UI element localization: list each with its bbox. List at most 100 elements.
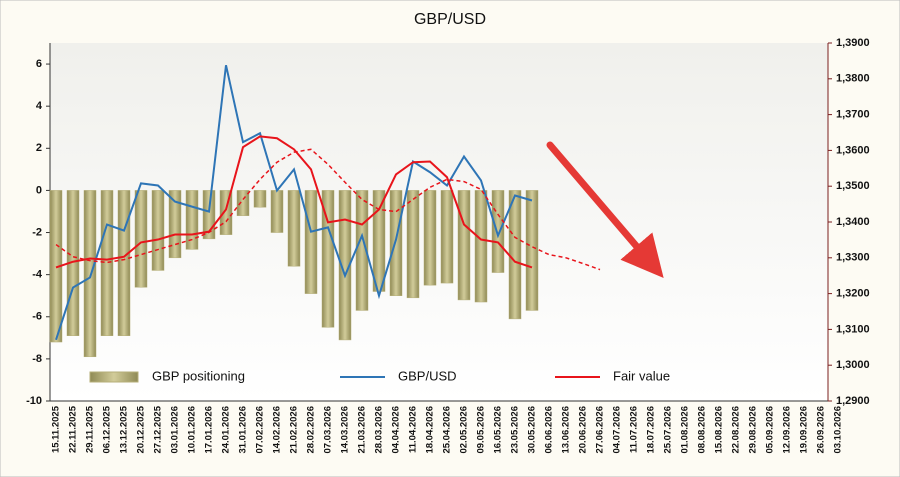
y-tick-label: -2: [32, 226, 42, 238]
x-tick-label: 14.02.2026: [272, 406, 283, 454]
y-tick-label: -8: [32, 353, 42, 365]
bar: [304, 190, 318, 294]
x-tick-label: 25.07.2026: [663, 406, 674, 454]
x-tick-label: 25.04.2026: [442, 406, 453, 454]
x-tick-label: 22.11.2025: [68, 405, 79, 453]
y2-tick-label: 1,3300: [836, 252, 870, 264]
x-tick-label: 13.06.2026: [561, 406, 572, 454]
bar: [253, 190, 267, 208]
bar: [321, 190, 335, 328]
x-tick-label: 29.11.2025: [85, 405, 96, 453]
x-tick-label: 15.11.2025: [51, 405, 62, 453]
x-tick-label: 03.10.2026: [833, 406, 844, 454]
x-tick-label: 28.03.2026: [374, 406, 385, 454]
bar: [270, 190, 284, 233]
series-line: [55, 135, 533, 269]
y2-tick-label: 1,3700: [836, 109, 870, 121]
x-tick-label: 27.12.2025: [153, 405, 164, 453]
y2-tick-label: 1,3400: [836, 216, 870, 228]
y2-tick-label: 1,3900: [836, 37, 870, 49]
x-tick-label: 30.05.2026: [527, 406, 538, 454]
x-tick-label: 10.01.2026: [187, 406, 198, 454]
x-tick-label: 04.07.2026: [612, 406, 623, 454]
plot-area: [50, 43, 828, 401]
bar: [338, 190, 352, 341]
bar: [474, 190, 488, 303]
y-tick-label: 0: [36, 184, 42, 196]
y2-tick-label: 1,2900: [836, 395, 870, 407]
x-tick-label: 28.02.2026: [306, 406, 317, 454]
bar: [372, 190, 386, 292]
y2-tick-label: 1,3100: [836, 323, 870, 335]
x-tick-label: 13.12.2025: [119, 405, 130, 453]
x-tick-label: 20.06.2026: [578, 406, 589, 454]
bar: [117, 190, 131, 336]
y2-tick-label: 1,3200: [836, 288, 870, 300]
bar: [134, 190, 148, 288]
x-tick-label: 02.05.2026: [459, 406, 470, 454]
bar: [100, 190, 114, 336]
bar: [508, 190, 522, 320]
x-tick-label: 09.05.2026: [476, 406, 487, 454]
y2-tick-label: 1,3000: [836, 359, 870, 371]
x-tick-label: 04.04.2026: [391, 406, 402, 454]
bar: [389, 190, 403, 296]
legend-label: Fair value: [613, 368, 670, 383]
bar: [423, 190, 437, 286]
trend-arrow: [546, 141, 664, 278]
x-tick-label: 15.08.2026: [714, 406, 725, 454]
x-tick-label: 07.02.2026: [255, 406, 266, 454]
y2-tick-label: 1,3600: [836, 144, 870, 156]
x-tick-label: 12.09.2026: [782, 406, 793, 454]
bar: [440, 190, 454, 284]
bar: [168, 190, 182, 259]
x-tick-label: 05.09.2026: [765, 406, 776, 454]
x-tick-label: 11.04.2026: [408, 406, 419, 453]
bar: [406, 190, 420, 299]
y-tick-label: -4: [32, 269, 43, 281]
x-tick-label: 14.03.2026: [340, 406, 351, 454]
x-tick-label: 01.08.2026: [680, 406, 691, 454]
x-tick-label: 18.07.2026: [646, 406, 657, 454]
x-tick-label: 27.06.2026: [595, 406, 606, 454]
bar: [185, 190, 199, 250]
y-tick-label: -10: [26, 395, 42, 407]
x-tick-label: 22.08.2026: [731, 406, 742, 454]
y-tick-label: 6: [36, 58, 42, 70]
y2-tick-label: 1,3800: [836, 73, 870, 85]
x-tick-label: 26.09.2026: [816, 406, 827, 454]
bar: [236, 190, 250, 216]
x-tick-label: 19.09.2026: [799, 406, 810, 454]
x-tick-label: 03.01.2026: [170, 406, 181, 454]
chart-title: GBP/USD: [414, 11, 486, 28]
bar: [491, 190, 505, 273]
legend-swatch: [89, 371, 139, 383]
bar: [83, 190, 97, 358]
legend-label: GBP/USD: [398, 368, 457, 383]
legend-label: GBP positioning: [152, 368, 245, 383]
bar: [287, 190, 301, 267]
bar: [457, 190, 471, 301]
x-tick-label: 08.08.2026: [697, 406, 708, 454]
x-tick-label: 11.07.2026: [629, 406, 640, 453]
x-tick-label: 24.01.2026: [221, 406, 232, 454]
x-tick-label: 07.03.2026: [323, 406, 334, 454]
y-tick-label: 2: [36, 142, 42, 154]
x-tick-label: 18.04.2026: [425, 406, 436, 454]
series-line: [55, 64, 533, 341]
x-tick-label: 06.12.2025: [102, 405, 113, 453]
x-tick-label: 31.01.2026: [238, 406, 249, 454]
x-tick-label: 17.01.2026: [204, 406, 215, 454]
x-tick-label: 23.05.2026: [510, 406, 521, 454]
y2-tick-label: 1,3500: [836, 180, 870, 192]
bar: [525, 190, 539, 311]
x-tick-label: 21.03.2026: [357, 406, 368, 454]
x-tick-label: 29.08.2026: [748, 406, 759, 454]
x-tick-label: 16.05.2026: [493, 406, 504, 454]
x-tick-label: 06.06.2026: [544, 406, 555, 454]
x-tick-label: 21.02.2026: [289, 406, 300, 454]
y-tick-label: -6: [32, 311, 42, 323]
y-tick-label: 4: [36, 100, 43, 112]
x-tick-label: 20.12.2025: [136, 405, 147, 453]
